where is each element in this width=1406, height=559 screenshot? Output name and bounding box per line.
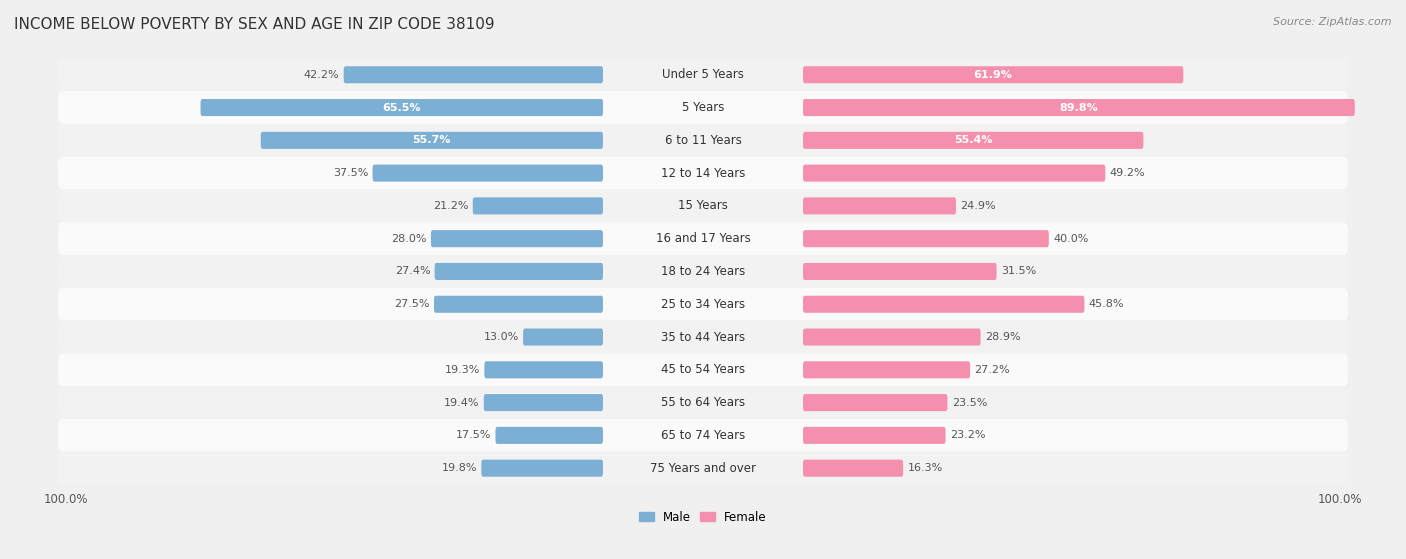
Text: 6 to 11 Years: 6 to 11 Years	[665, 134, 741, 147]
FancyBboxPatch shape	[481, 459, 603, 477]
FancyBboxPatch shape	[58, 124, 1348, 157]
FancyBboxPatch shape	[58, 419, 1348, 452]
Text: 23.5%: 23.5%	[952, 397, 987, 408]
FancyBboxPatch shape	[803, 329, 980, 345]
FancyBboxPatch shape	[58, 321, 1348, 353]
Text: 27.2%: 27.2%	[974, 365, 1010, 375]
Text: 27.4%: 27.4%	[395, 267, 430, 277]
FancyBboxPatch shape	[260, 132, 603, 149]
FancyBboxPatch shape	[58, 255, 1348, 288]
Text: 35 to 44 Years: 35 to 44 Years	[661, 330, 745, 344]
FancyBboxPatch shape	[472, 197, 603, 215]
Text: 17.5%: 17.5%	[456, 430, 491, 440]
FancyBboxPatch shape	[803, 427, 946, 444]
Text: 18 to 24 Years: 18 to 24 Years	[661, 265, 745, 278]
Text: 65.5%: 65.5%	[382, 102, 420, 112]
Text: 75 Years and over: 75 Years and over	[650, 462, 756, 475]
Text: 12 to 14 Years: 12 to 14 Years	[661, 167, 745, 179]
FancyBboxPatch shape	[343, 67, 603, 83]
Text: 13.0%: 13.0%	[484, 332, 519, 342]
FancyBboxPatch shape	[58, 58, 1348, 91]
FancyBboxPatch shape	[803, 263, 997, 280]
FancyBboxPatch shape	[58, 452, 1348, 485]
Text: 16 and 17 Years: 16 and 17 Years	[655, 232, 751, 245]
FancyBboxPatch shape	[803, 67, 1184, 83]
Text: 31.5%: 31.5%	[1001, 267, 1036, 277]
FancyBboxPatch shape	[803, 99, 1355, 116]
Text: 61.9%: 61.9%	[974, 70, 1012, 80]
Text: 89.8%: 89.8%	[1060, 102, 1098, 112]
Text: 25 to 34 Years: 25 to 34 Years	[661, 298, 745, 311]
FancyBboxPatch shape	[58, 157, 1348, 190]
FancyBboxPatch shape	[58, 222, 1348, 255]
FancyBboxPatch shape	[484, 394, 603, 411]
FancyBboxPatch shape	[58, 353, 1348, 386]
FancyBboxPatch shape	[201, 99, 603, 116]
FancyBboxPatch shape	[434, 263, 603, 280]
Text: 16.3%: 16.3%	[907, 463, 942, 473]
Text: 5 Years: 5 Years	[682, 101, 724, 114]
Text: 19.8%: 19.8%	[441, 463, 477, 473]
Text: 15 Years: 15 Years	[678, 200, 728, 212]
Text: 100.0%: 100.0%	[1317, 492, 1362, 506]
Text: Under 5 Years: Under 5 Years	[662, 68, 744, 81]
Text: 55 to 64 Years: 55 to 64 Years	[661, 396, 745, 409]
FancyBboxPatch shape	[58, 288, 1348, 321]
Text: 28.0%: 28.0%	[391, 234, 426, 244]
FancyBboxPatch shape	[803, 132, 1143, 149]
FancyBboxPatch shape	[523, 329, 603, 345]
Text: 42.2%: 42.2%	[304, 70, 339, 80]
Text: 45 to 54 Years: 45 to 54 Years	[661, 363, 745, 376]
Text: 28.9%: 28.9%	[984, 332, 1021, 342]
FancyBboxPatch shape	[495, 427, 603, 444]
FancyBboxPatch shape	[803, 230, 1049, 247]
Text: Source: ZipAtlas.com: Source: ZipAtlas.com	[1274, 17, 1392, 27]
Text: 27.5%: 27.5%	[394, 299, 430, 309]
Text: 49.2%: 49.2%	[1109, 168, 1146, 178]
FancyBboxPatch shape	[803, 197, 956, 215]
Text: 23.2%: 23.2%	[950, 430, 986, 440]
FancyBboxPatch shape	[803, 296, 1084, 313]
FancyBboxPatch shape	[803, 459, 903, 477]
Text: 100.0%: 100.0%	[44, 492, 89, 506]
FancyBboxPatch shape	[803, 394, 948, 411]
FancyBboxPatch shape	[434, 296, 603, 313]
FancyBboxPatch shape	[58, 386, 1348, 419]
Text: 21.2%: 21.2%	[433, 201, 468, 211]
Text: 65 to 74 Years: 65 to 74 Years	[661, 429, 745, 442]
FancyBboxPatch shape	[58, 91, 1348, 124]
Text: 19.3%: 19.3%	[444, 365, 479, 375]
Text: 45.8%: 45.8%	[1088, 299, 1125, 309]
Text: 37.5%: 37.5%	[333, 168, 368, 178]
FancyBboxPatch shape	[373, 164, 603, 182]
Text: 55.7%: 55.7%	[413, 135, 451, 145]
Text: 40.0%: 40.0%	[1053, 234, 1088, 244]
Legend: Male, Female: Male, Female	[634, 506, 772, 529]
Text: 24.9%: 24.9%	[960, 201, 995, 211]
Text: 19.4%: 19.4%	[444, 397, 479, 408]
FancyBboxPatch shape	[485, 361, 603, 378]
Text: 55.4%: 55.4%	[953, 135, 993, 145]
FancyBboxPatch shape	[803, 164, 1105, 182]
FancyBboxPatch shape	[803, 361, 970, 378]
FancyBboxPatch shape	[58, 190, 1348, 222]
FancyBboxPatch shape	[432, 230, 603, 247]
Text: INCOME BELOW POVERTY BY SEX AND AGE IN ZIP CODE 38109: INCOME BELOW POVERTY BY SEX AND AGE IN Z…	[14, 17, 495, 32]
